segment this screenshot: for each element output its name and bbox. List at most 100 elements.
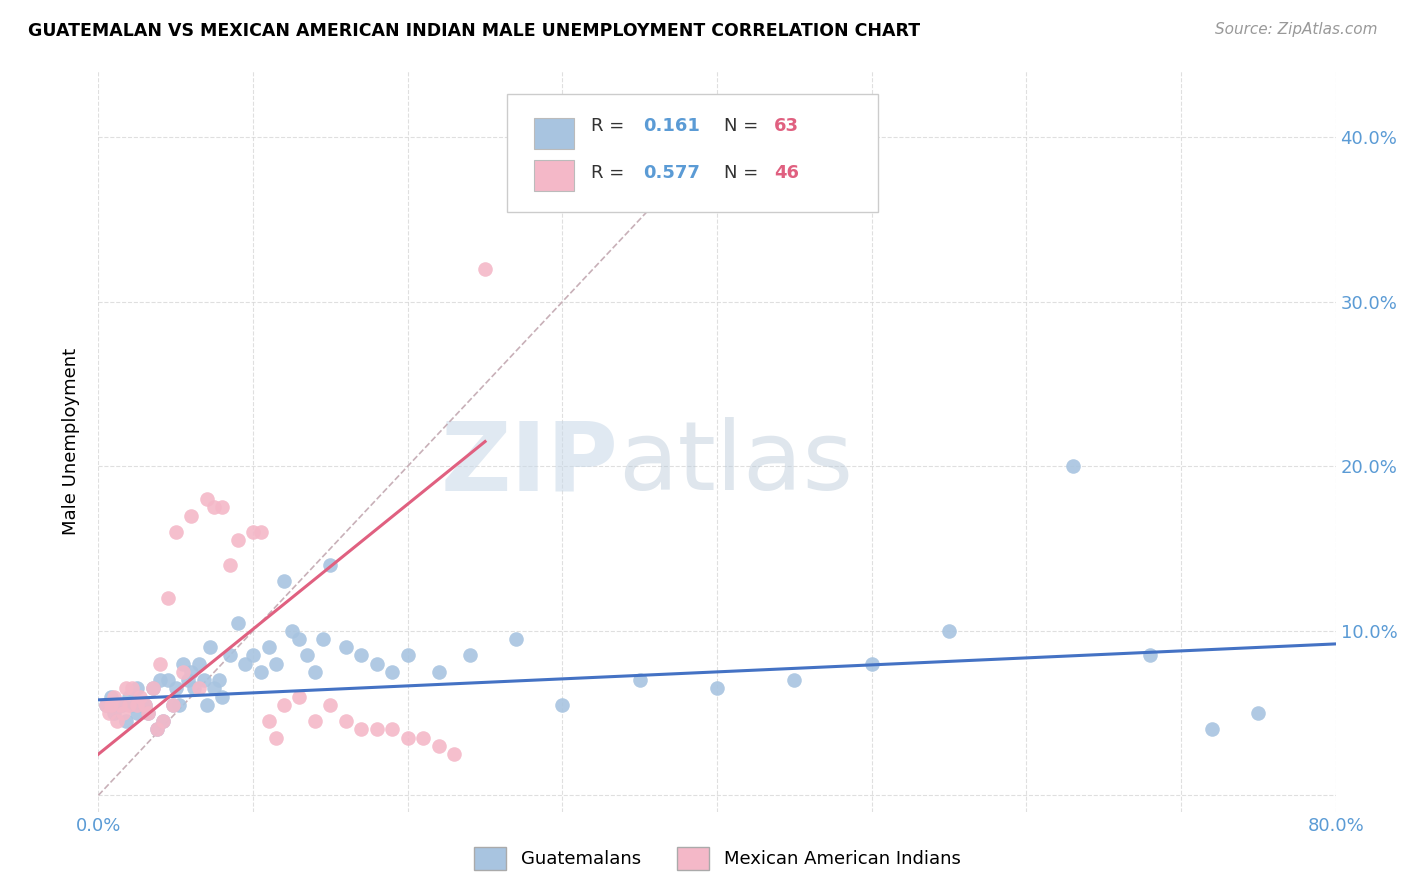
- Point: [188, 681, 211, 696]
- Point: [257, 640, 280, 655]
- Point: [105, 714, 128, 729]
- FancyBboxPatch shape: [534, 118, 574, 149]
- Point: [157, 591, 180, 605]
- Point: [1247, 706, 1270, 720]
- Point: [304, 714, 326, 729]
- Point: [149, 657, 172, 671]
- Point: [319, 558, 342, 572]
- Point: [350, 648, 373, 663]
- Point: [628, 673, 651, 687]
- Point: [162, 698, 184, 712]
- Point: [219, 648, 242, 663]
- Point: [266, 657, 288, 671]
- Point: [127, 698, 149, 712]
- Point: [173, 665, 195, 679]
- Point: [142, 681, 165, 696]
- Text: 0.577: 0.577: [643, 164, 700, 182]
- Point: [121, 681, 143, 696]
- Point: [112, 706, 135, 720]
- Point: [335, 640, 357, 655]
- Point: [108, 698, 131, 712]
- Point: [103, 690, 125, 704]
- Point: [273, 574, 295, 589]
- Point: [204, 681, 226, 696]
- Point: [706, 681, 728, 696]
- Point: [242, 524, 264, 539]
- Point: [458, 648, 481, 663]
- Point: [250, 524, 273, 539]
- Point: [157, 673, 180, 687]
- Point: [860, 657, 883, 671]
- Point: [121, 698, 143, 712]
- Point: [198, 640, 221, 655]
- Point: [103, 706, 125, 720]
- Point: [134, 698, 156, 712]
- Point: [1201, 723, 1223, 737]
- Point: [396, 648, 419, 663]
- Point: [783, 673, 806, 687]
- Text: N =: N =: [724, 164, 765, 182]
- Text: ZIP: ZIP: [440, 417, 619, 510]
- Point: [335, 714, 357, 729]
- Point: [219, 558, 242, 572]
- Point: [288, 632, 311, 646]
- Text: 0.161: 0.161: [643, 117, 700, 136]
- Point: [127, 706, 149, 720]
- Point: [443, 747, 465, 761]
- Point: [266, 731, 288, 745]
- Point: [412, 731, 434, 745]
- Point: [115, 714, 138, 729]
- Point: [281, 624, 304, 638]
- Text: Source: ZipAtlas.com: Source: ZipAtlas.com: [1215, 22, 1378, 37]
- Point: [146, 723, 169, 737]
- Point: [312, 632, 335, 646]
- Point: [146, 723, 169, 737]
- Point: [1062, 459, 1084, 474]
- Point: [381, 723, 404, 737]
- Point: [100, 690, 122, 704]
- Point: [142, 681, 165, 696]
- Legend: Guatemalans, Mexican American Indians: Guatemalans, Mexican American Indians: [467, 840, 967, 877]
- Point: [152, 714, 174, 729]
- Point: [129, 690, 152, 704]
- Point: [226, 533, 249, 548]
- Point: [366, 657, 388, 671]
- Point: [183, 681, 205, 696]
- Text: atlas: atlas: [619, 417, 853, 510]
- Text: GUATEMALAN VS MEXICAN AMERICAN INDIAN MALE UNEMPLOYMENT CORRELATION CHART: GUATEMALAN VS MEXICAN AMERICAN INDIAN MA…: [28, 22, 921, 40]
- Point: [304, 665, 326, 679]
- Point: [273, 698, 295, 712]
- Point: [167, 698, 190, 712]
- Point: [96, 698, 118, 712]
- Point: [211, 500, 233, 515]
- Text: N =: N =: [724, 117, 765, 136]
- Point: [180, 508, 202, 523]
- Point: [1139, 648, 1161, 663]
- Point: [131, 698, 153, 712]
- Point: [111, 698, 134, 712]
- Point: [96, 698, 118, 712]
- Point: [938, 624, 960, 638]
- Point: [208, 673, 231, 687]
- Point: [474, 261, 496, 276]
- Point: [350, 723, 373, 737]
- Point: [180, 665, 202, 679]
- Point: [226, 615, 249, 630]
- Point: [319, 698, 342, 712]
- Point: [235, 657, 257, 671]
- Point: [195, 698, 218, 712]
- Point: [242, 648, 264, 663]
- Point: [193, 673, 215, 687]
- Point: [297, 648, 319, 663]
- Point: [551, 698, 574, 712]
- Point: [204, 500, 226, 515]
- Point: [381, 665, 404, 679]
- Text: R =: R =: [591, 117, 630, 136]
- Point: [127, 681, 149, 696]
- Text: 46: 46: [773, 164, 799, 182]
- Point: [396, 731, 419, 745]
- Text: R =: R =: [591, 164, 630, 182]
- Point: [211, 690, 233, 704]
- FancyBboxPatch shape: [534, 161, 574, 191]
- Point: [195, 492, 218, 507]
